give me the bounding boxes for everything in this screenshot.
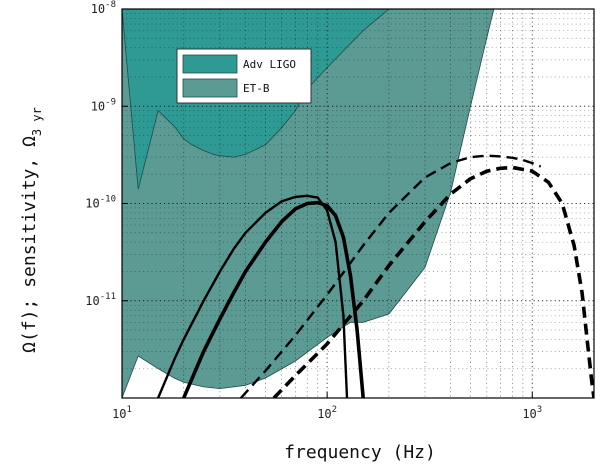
x-tick-label: 101 [112, 405, 132, 421]
y-axis-label-main: Ω(f); sensitivity, Ω [19, 136, 40, 353]
x-tick-label: 103 [522, 405, 542, 421]
series-line-solid-thick [182, 200, 365, 398]
y-axis-label-sub: 3 yr [30, 107, 44, 136]
legend-label: ET-B [243, 82, 270, 95]
y-tick-label: 10-10 [85, 195, 116, 211]
legend-swatch [182, 54, 238, 74]
legend-label: Adv LIGO [243, 58, 296, 71]
legend-swatch [182, 78, 238, 98]
data-series [156, 154, 594, 398]
x-axis-label: frequency (Hz) [284, 442, 436, 463]
series-line-solid-thin [156, 194, 349, 398]
y-axis-label: Ω(f); sensitivity, Ω3 yr [19, 107, 44, 353]
legend: Adv LIGO ET-B [176, 48, 312, 104]
y-tick-label: 10-9 [91, 97, 116, 113]
y-tick-label: 10-11 [85, 292, 116, 308]
series-line-dashed-thick [272, 165, 594, 398]
x-tick-label: 102 [317, 405, 337, 421]
y-tick-label: 10-8 [91, 0, 116, 16]
axes: 101 102 103 10-11 10-10 10-9 10-8 [85, 0, 595, 421]
